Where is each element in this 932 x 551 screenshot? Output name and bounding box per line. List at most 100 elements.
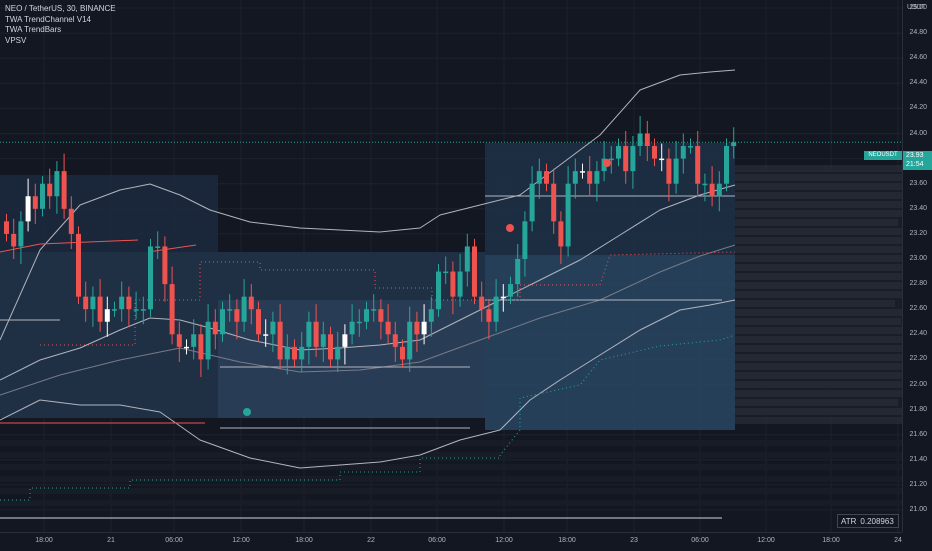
candle-body — [133, 309, 139, 311]
candle-body — [292, 346, 297, 360]
price-tick-label: 22.20 — [909, 355, 927, 363]
price-axis[interactable]: USDT 25.0024.8024.6024.4024.2024.0023.80… — [902, 0, 932, 532]
candle-body — [544, 171, 549, 184]
trend-channel-lines — [0, 69, 902, 519]
candle-body — [608, 158, 614, 161]
candle-body — [313, 321, 319, 347]
candle-body — [486, 309, 492, 322]
candle-body — [335, 346, 341, 360]
candle-body — [104, 309, 110, 322]
atr-value: 0.208963 — [860, 517, 894, 526]
resistance-line — [147, 244, 197, 253]
time-tick-label: 18:00 — [822, 537, 840, 544]
candle-body — [731, 142, 737, 147]
channel-lower — [0, 299, 736, 469]
candle-body — [119, 296, 125, 310]
time-tick-label: 06:00 — [691, 537, 709, 544]
candle-body — [594, 171, 600, 184]
candle-body — [522, 221, 528, 259]
candle-body — [673, 158, 679, 184]
candle-body — [328, 334, 333, 360]
candle-body — [184, 346, 189, 349]
resistance-dots — [40, 251, 736, 346]
candle-body — [18, 221, 24, 247]
volume-profile-bar — [735, 336, 902, 343]
candle-body — [616, 146, 621, 159]
candle-body — [493, 296, 499, 322]
atr-indicator[interactable]: ATR 0.208963 — [837, 514, 899, 528]
candle-body — [284, 346, 290, 360]
volume-profile-bar — [735, 192, 902, 199]
candle-body — [47, 183, 53, 197]
candle-body — [112, 309, 117, 311]
candle-body — [349, 321, 355, 335]
candle-body — [68, 208, 74, 234]
symbol-price-tag: NEOUSDT — [864, 151, 902, 160]
time-axis[interactable]: 18:00 21 06:00 12:00 18:00 22 06:00 12:00 18:00 2… — [0, 532, 902, 551]
volume-profile-bar — [735, 417, 902, 424]
volume-profile-bar — [0, 452, 902, 458]
channel-mid — [0, 184, 736, 381]
candle-body — [76, 233, 81, 297]
volume-profile-bar — [735, 318, 901, 325]
signal-markers — [243, 159, 611, 416]
candle-body — [724, 146, 729, 184]
price-tick-label: 23.40 — [909, 204, 927, 212]
candle-body — [256, 309, 261, 335]
candle-body — [306, 321, 312, 347]
candle-body — [652, 146, 657, 159]
candle-body — [126, 296, 132, 310]
volume-profile-bar — [735, 264, 902, 271]
candle-body — [680, 146, 686, 159]
indicator-vpsv[interactable]: VPSV — [5, 35, 27, 45]
price-tick-label: 22.00 — [909, 380, 927, 388]
volume-profile-bar — [735, 408, 902, 415]
profile-zone — [0, 175, 218, 252]
time-tick-label: 24 — [894, 537, 902, 544]
candle-body — [500, 296, 506, 299]
volume-profile-bar — [735, 210, 902, 217]
candle-body — [140, 309, 146, 311]
candle-body — [414, 321, 420, 335]
candle-body — [227, 309, 233, 311]
price-tick-label: 24.60 — [909, 54, 927, 62]
profile-zone — [485, 255, 735, 430]
candle-body — [234, 309, 240, 322]
candle-body — [587, 171, 593, 184]
candle-body — [277, 321, 283, 360]
volume-profile-bar — [735, 228, 902, 235]
price-tick-label: 25.00 — [909, 4, 927, 11]
candle-body — [623, 146, 629, 172]
time-tick-label: 21 — [107, 537, 115, 544]
volume-profile-bars — [0, 165, 902, 506]
volume-profile-bar — [735, 354, 902, 361]
price-tick-label: 24.40 — [909, 79, 927, 87]
candle-body — [342, 334, 348, 347]
candle-body — [169, 284, 175, 335]
volume-profile-bar — [0, 464, 902, 470]
indicator-trend-bars[interactable]: TWA TrendBars — [5, 25, 62, 34]
candle-body — [241, 296, 247, 322]
indicator-trend-channel[interactable]: TWA TrendChannel V14 — [5, 14, 91, 24]
candle-body — [25, 196, 31, 222]
candle-body — [40, 183, 45, 209]
candle-body — [176, 334, 182, 347]
price-tick-label: 23.00 — [909, 255, 927, 262]
symbol-title[interactable]: NEO / TetherUS, 30, BINANCE — [5, 4, 116, 13]
volume-profile-bar — [735, 390, 902, 397]
candle-body — [205, 321, 211, 360]
candle-body — [263, 334, 269, 336]
candle-body — [392, 334, 398, 347]
price-tick-label: 21.00 — [909, 506, 927, 513]
candle-body — [364, 309, 369, 322]
price-chart[interactable] — [0, 0, 902, 532]
price-tick-label: 21.60 — [909, 430, 927, 438]
price-tick-label: 24.20 — [909, 104, 927, 112]
price-tick-label: 24.80 — [909, 29, 927, 37]
time-tick-label: 18:00 — [558, 537, 576, 544]
candle-body — [385, 321, 391, 335]
volume-profile-bar — [735, 273, 902, 280]
candle-body — [464, 246, 470, 272]
candle-body — [695, 146, 701, 184]
candle-body — [630, 146, 636, 172]
